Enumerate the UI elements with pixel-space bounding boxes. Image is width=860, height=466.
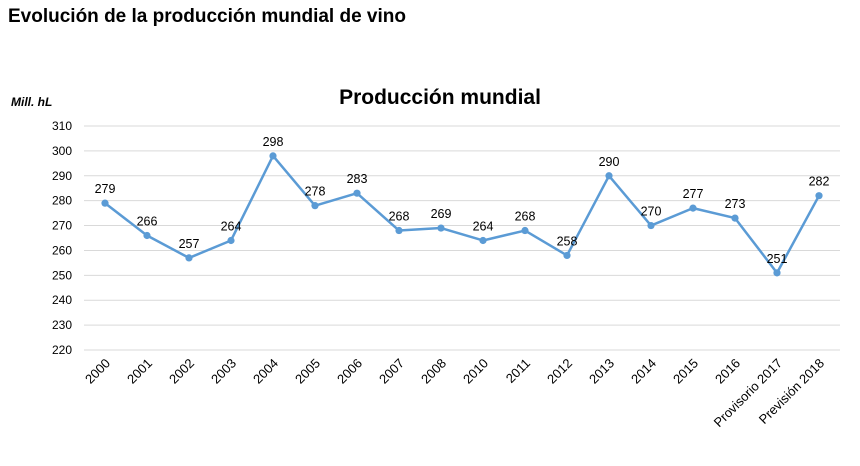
y-tick-label: 260 bbox=[52, 243, 72, 257]
data-point bbox=[143, 231, 151, 240]
series-line bbox=[104, 154, 821, 275]
data-point bbox=[395, 226, 403, 235]
y-tick-label: 230 bbox=[52, 318, 72, 332]
x-tick-label: 2001 bbox=[124, 356, 155, 387]
x-tick-label: 2008 bbox=[418, 356, 449, 387]
data-point bbox=[353, 189, 361, 197]
data-label: 251 bbox=[767, 252, 788, 266]
data-point bbox=[731, 214, 739, 222]
data-label: 268 bbox=[389, 210, 410, 224]
x-tick-label: 2005 bbox=[292, 356, 323, 387]
data-point bbox=[185, 254, 193, 262]
data-point bbox=[269, 152, 277, 160]
x-tick-label: 2006 bbox=[334, 356, 365, 387]
data-point bbox=[437, 224, 445, 232]
x-axis-ticks: 2000 2001 2002 2003 2004 2005 2006 2007 2008 2010… bbox=[82, 356, 827, 430]
data-label: 277 bbox=[683, 187, 704, 201]
data-point bbox=[563, 251, 571, 260]
x-tick-label: 2007 bbox=[376, 356, 407, 387]
data-label: 264 bbox=[473, 219, 494, 233]
page-heading: Evolución de la producción mundial de vi… bbox=[8, 6, 406, 27]
y-tick-label: 270 bbox=[52, 219, 72, 233]
data-label: 273 bbox=[725, 197, 746, 211]
data-label: 258 bbox=[557, 234, 578, 248]
x-tick-label: 2000 bbox=[82, 356, 113, 387]
x-tick-label: 2013 bbox=[586, 356, 617, 387]
data-point bbox=[647, 221, 655, 230]
x-tick-label: 2003 bbox=[208, 356, 239, 387]
x-tick-label: 2014 bbox=[628, 356, 659, 387]
data-point bbox=[479, 236, 487, 245]
y-axis-unit-label: Mill. hL bbox=[11, 95, 52, 109]
y-tick-label: 240 bbox=[52, 293, 72, 307]
data-point bbox=[311, 202, 319, 210]
data-label: 269 bbox=[431, 207, 452, 221]
gridlines bbox=[84, 125, 840, 351]
data-point bbox=[521, 226, 529, 235]
data-label: 266 bbox=[137, 215, 158, 229]
data-label: 264 bbox=[221, 219, 242, 233]
data-label: 290 bbox=[599, 155, 620, 169]
y-tick-label: 220 bbox=[52, 343, 72, 357]
data-point bbox=[689, 204, 697, 212]
y-tick-label: 280 bbox=[52, 194, 72, 208]
data-points bbox=[101, 152, 823, 277]
x-tick-label: 2010 bbox=[460, 356, 491, 387]
x-tick-label: 2012 bbox=[544, 356, 575, 387]
chart-title: Producción mundial bbox=[339, 86, 541, 109]
data-label: 283 bbox=[347, 172, 368, 186]
data-label: 282 bbox=[809, 175, 830, 189]
x-tick-label: 2004 bbox=[250, 356, 281, 387]
data-point bbox=[773, 269, 781, 277]
data-point bbox=[815, 192, 823, 200]
y-tick-label: 310 bbox=[52, 119, 72, 133]
data-labels: 279 266 257 264 298 278 283 268 269 264 268 258 290 2… bbox=[95, 135, 830, 266]
data-label: 257 bbox=[179, 237, 200, 251]
data-label: 270 bbox=[641, 205, 662, 219]
data-point bbox=[605, 172, 613, 180]
y-tick-label: 300 bbox=[52, 144, 72, 158]
x-tick-label: 2002 bbox=[166, 356, 197, 387]
data-point bbox=[227, 236, 235, 245]
x-tick-label: 2015 bbox=[670, 356, 701, 387]
y-tick-label: 290 bbox=[52, 169, 72, 183]
data-label: 268 bbox=[515, 210, 536, 224]
data-label: 298 bbox=[263, 135, 284, 149]
data-label: 279 bbox=[95, 182, 116, 196]
data-label: 278 bbox=[305, 185, 326, 199]
y-tick-label: 250 bbox=[52, 268, 72, 282]
y-axis-ticks: 220 230 240 250 260 270 280 290 300 310 bbox=[52, 119, 72, 357]
x-tick-label: 2016 bbox=[712, 356, 743, 387]
x-tick-label: 2011 bbox=[503, 356, 533, 386]
data-point bbox=[101, 199, 109, 207]
